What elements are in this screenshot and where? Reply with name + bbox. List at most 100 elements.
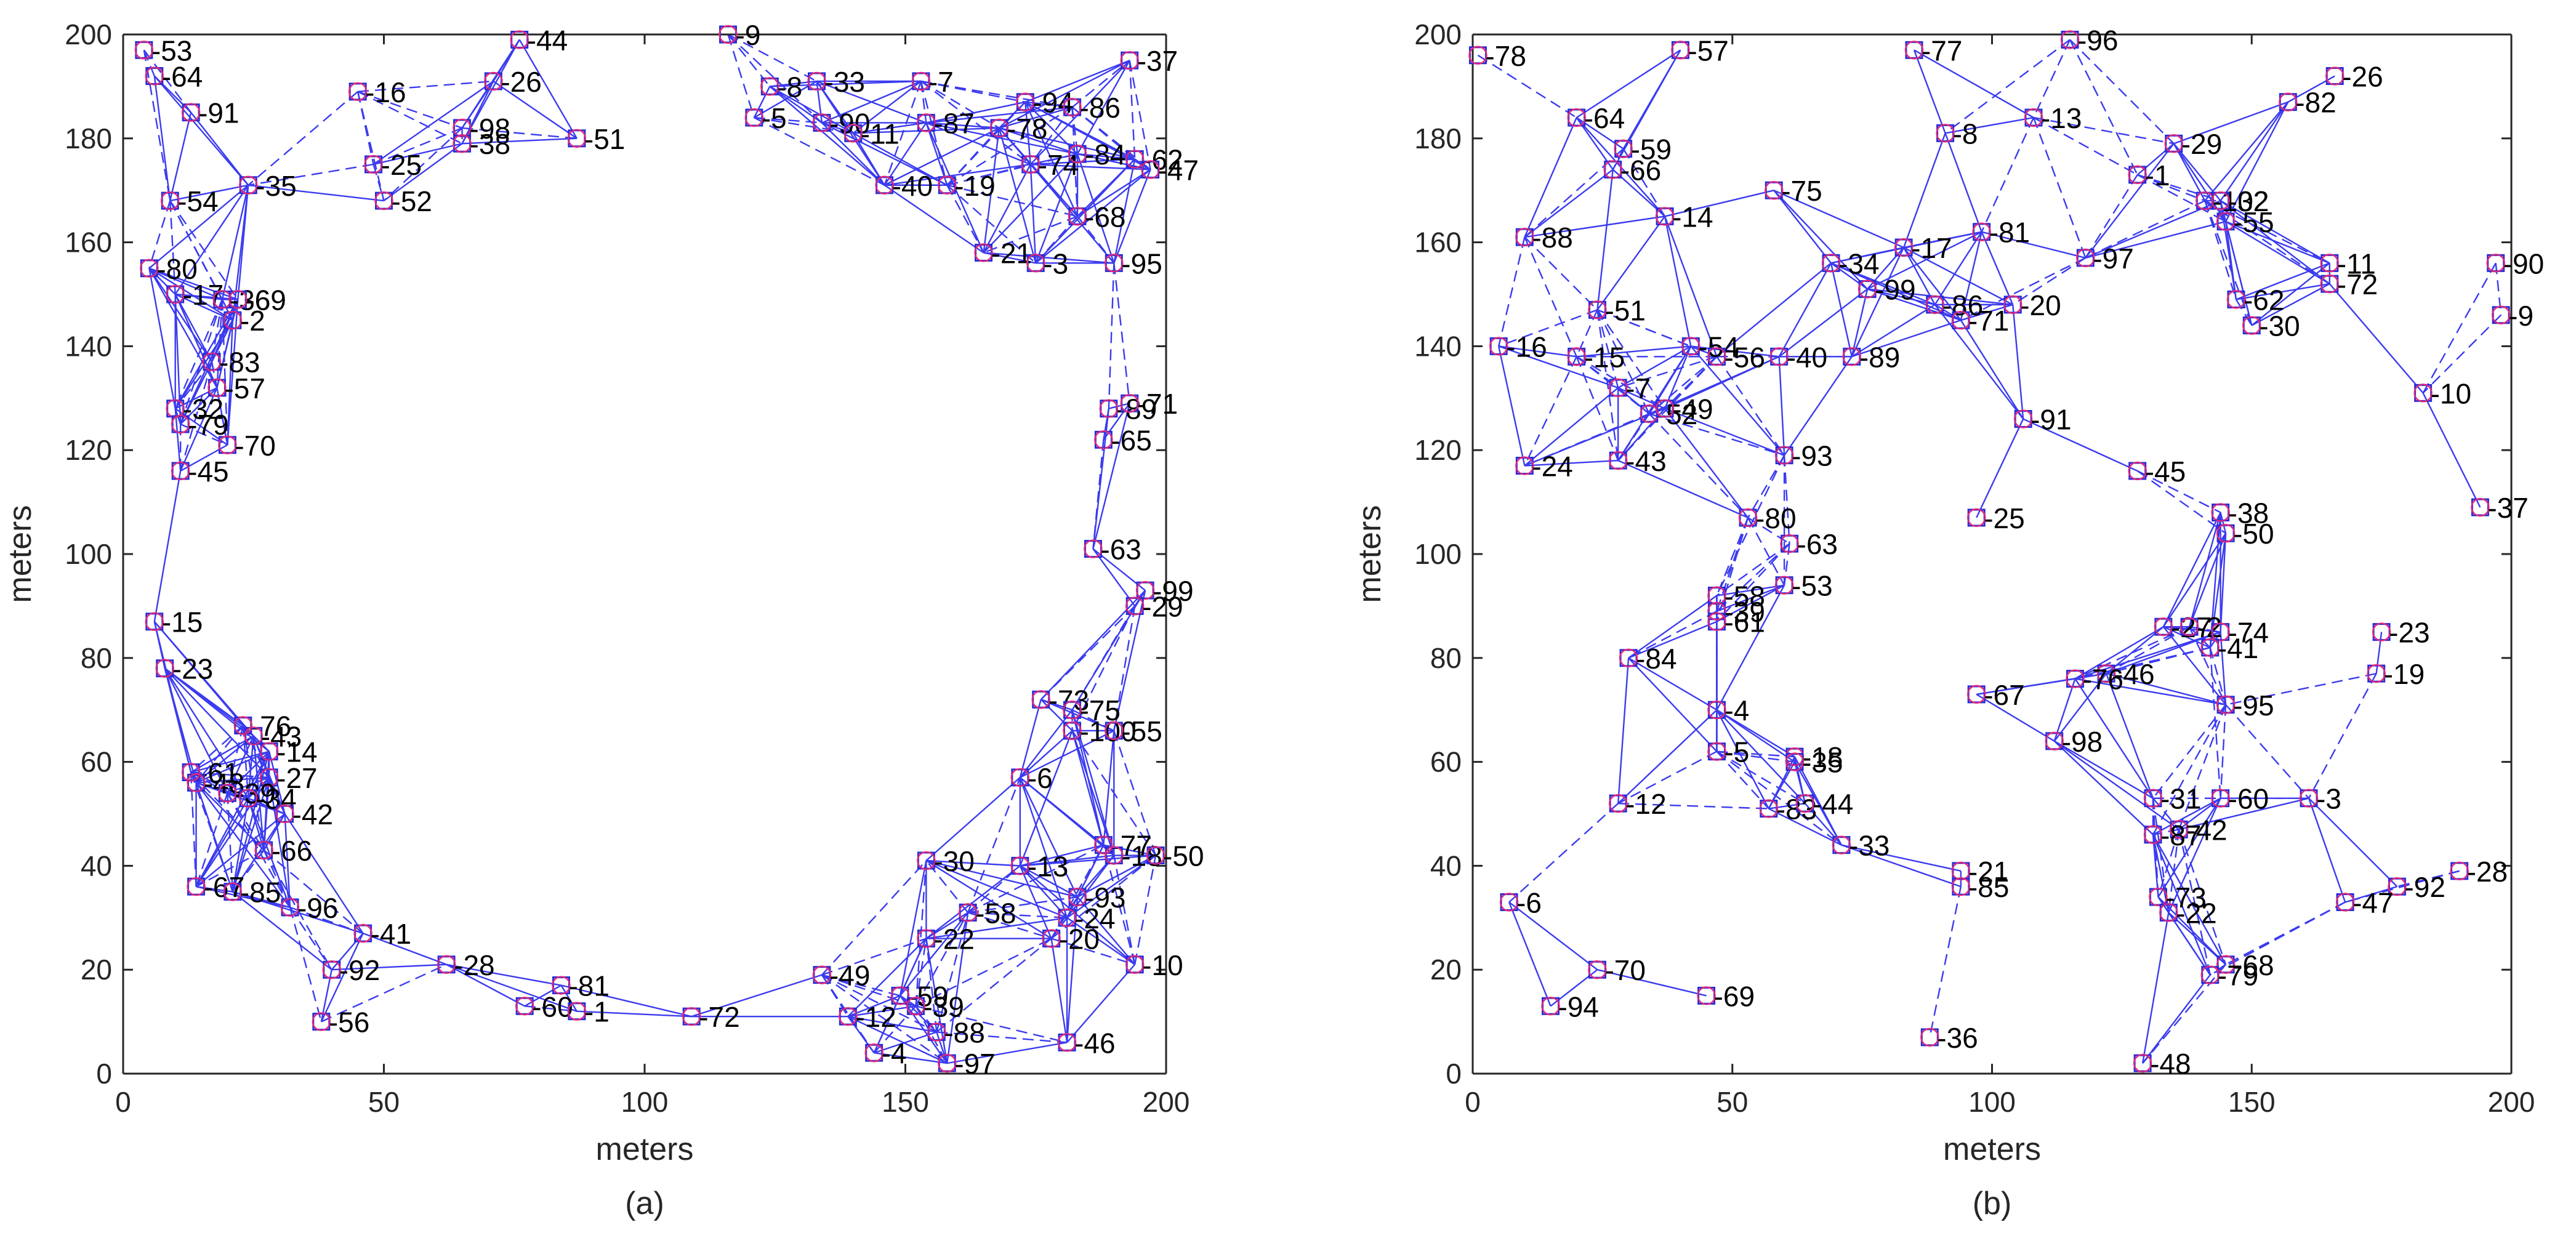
sensor-node-circle bbox=[1608, 451, 1628, 470]
network-link bbox=[1622, 148, 1666, 217]
node-id-label: -67 bbox=[1984, 679, 2024, 711]
sensor-node-circle bbox=[1603, 160, 1622, 179]
sensor-node-circle bbox=[1608, 794, 1628, 813]
network-link bbox=[1649, 356, 1718, 415]
node-id-label: -29 bbox=[2181, 128, 2222, 160]
node-id-label: -18 bbox=[1802, 741, 1843, 773]
sensor-node-circle bbox=[1588, 960, 1607, 979]
network-link bbox=[2204, 200, 2226, 222]
sensor-node-circle bbox=[145, 612, 164, 631]
network-link bbox=[2236, 262, 2330, 300]
node-id-label: -8 bbox=[777, 71, 802, 103]
network-link bbox=[1717, 584, 1785, 597]
network-link bbox=[1596, 309, 1666, 409]
node-id-label: -7 bbox=[928, 66, 954, 98]
sensor-node-circle bbox=[1904, 41, 1924, 60]
sensor-node-circle bbox=[864, 1043, 883, 1063]
network-link bbox=[180, 361, 213, 425]
network-link bbox=[320, 933, 364, 1023]
network-link bbox=[920, 81, 1031, 165]
network-link bbox=[925, 123, 948, 186]
network-link bbox=[221, 299, 228, 445]
network-link bbox=[248, 777, 270, 799]
network-link bbox=[174, 299, 223, 409]
network-link bbox=[190, 735, 254, 773]
node-id-label: -56 bbox=[1724, 341, 1765, 373]
sensor-node-circle bbox=[181, 763, 201, 782]
sensor-node-circle bbox=[1707, 742, 1726, 761]
sensor-node-circle bbox=[207, 378, 227, 398]
node-id-label: -55 bbox=[1121, 715, 1162, 747]
network-link bbox=[1617, 345, 1691, 388]
network-link bbox=[926, 101, 1026, 124]
sensor-node-circle bbox=[2128, 461, 2147, 481]
node-id-label: -31 bbox=[2160, 783, 2201, 815]
sensor-node-circle bbox=[1499, 893, 1519, 912]
network-link bbox=[2328, 283, 2424, 394]
network-link bbox=[874, 1031, 937, 1054]
sensor-node-circle bbox=[2216, 524, 2236, 543]
network-link bbox=[524, 984, 562, 1007]
network-link bbox=[216, 387, 228, 445]
network-link bbox=[754, 116, 885, 186]
sensor-node-circle bbox=[364, 155, 383, 174]
sensor-node-circle bbox=[2128, 165, 2147, 185]
network-link bbox=[2189, 625, 2221, 633]
network-link bbox=[180, 299, 239, 425]
x-tick-label: 150 bbox=[2228, 1086, 2276, 1118]
sensor-node-circle bbox=[1795, 794, 1815, 813]
node-id-label: -39 bbox=[923, 991, 964, 1023]
node-id-label: -25 bbox=[381, 149, 422, 181]
network-link bbox=[1077, 169, 1151, 217]
sensor-node-circle bbox=[1894, 238, 1914, 257]
network-link bbox=[461, 39, 520, 144]
node-id-label: -9 bbox=[2508, 300, 2534, 332]
network-link bbox=[816, 81, 823, 123]
network-link bbox=[926, 122, 1000, 129]
network-link bbox=[1596, 309, 1650, 414]
node-id-label: -70 bbox=[1604, 954, 1645, 986]
node-id-label: -76 bbox=[2082, 664, 2123, 696]
network-link bbox=[1716, 517, 1749, 596]
node-id-label: -73 bbox=[1049, 684, 1089, 716]
sensor-node-circle bbox=[1655, 399, 1675, 418]
y-tick-label: 80 bbox=[81, 642, 112, 674]
node-id-label: -48 bbox=[2150, 1048, 2191, 1080]
network-link bbox=[2074, 678, 2154, 799]
network-link bbox=[175, 387, 217, 409]
sensor-node-circle bbox=[2143, 789, 2163, 808]
node-id-label: -5 bbox=[762, 102, 787, 134]
node-id-label: -89 bbox=[1859, 341, 1900, 373]
network-link bbox=[231, 185, 249, 321]
network-link bbox=[1617, 657, 1630, 804]
sensor-node-circle bbox=[1707, 700, 1726, 720]
node-id-label: -88 bbox=[1532, 222, 1572, 254]
sensor-node-circle bbox=[202, 352, 222, 371]
node-id-label: -46 bbox=[1074, 1027, 1115, 1059]
node-id-label: -16 bbox=[365, 76, 406, 108]
node-id-label: -30 bbox=[933, 845, 974, 877]
sensor-node-circle bbox=[134, 41, 154, 60]
network-link bbox=[915, 938, 1052, 1007]
network-link bbox=[1783, 455, 1790, 544]
sensor-node-circle bbox=[2211, 622, 2230, 641]
network-link bbox=[2375, 632, 2383, 674]
network-link bbox=[196, 885, 291, 909]
sensor-node-circle bbox=[1614, 139, 1633, 158]
sensor-node-circle bbox=[1135, 581, 1155, 600]
x-tick-label: 150 bbox=[882, 1086, 929, 1118]
node-id-label: -52 bbox=[392, 185, 432, 217]
network-link bbox=[1960, 257, 2086, 321]
network-link bbox=[983, 127, 1000, 253]
sensor-node-circle bbox=[2320, 254, 2339, 273]
network-link bbox=[1498, 345, 1619, 389]
sensor-node-circle bbox=[1063, 97, 1082, 117]
network-link bbox=[1050, 854, 1156, 939]
network-link bbox=[1113, 730, 1157, 856]
sensor-node-circle bbox=[1925, 295, 1944, 315]
sensor-node-circle bbox=[155, 659, 174, 678]
sensor-node-circle bbox=[181, 103, 201, 122]
network-link bbox=[1071, 107, 1135, 160]
network-link bbox=[1113, 263, 1130, 404]
